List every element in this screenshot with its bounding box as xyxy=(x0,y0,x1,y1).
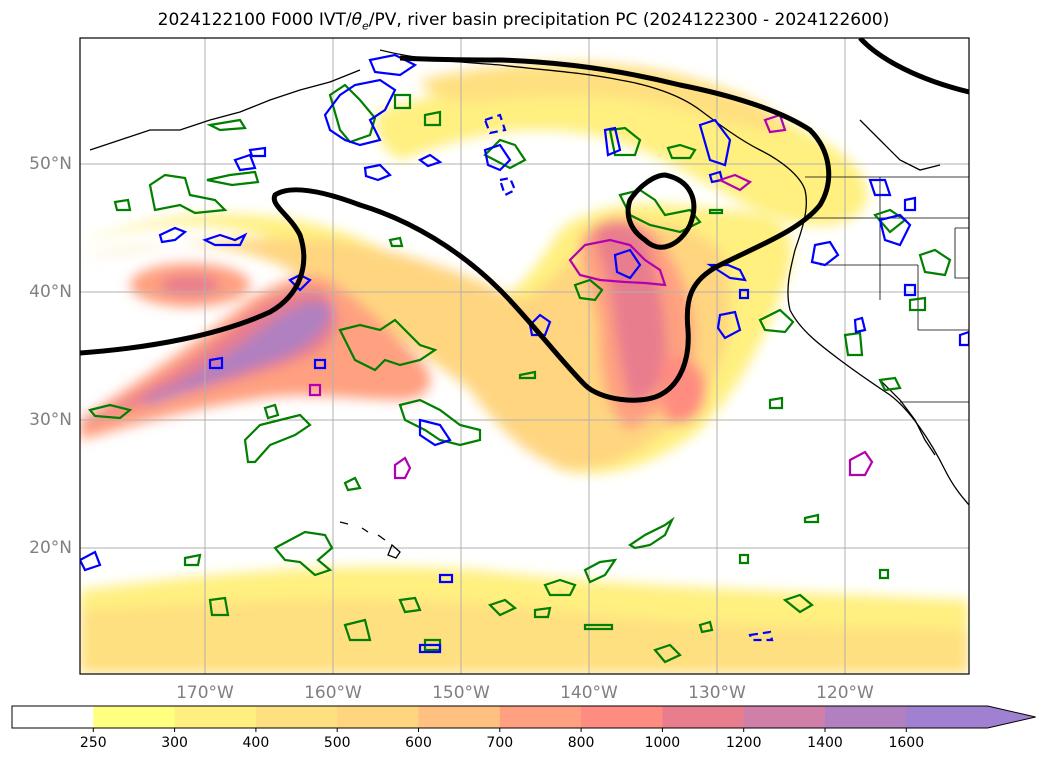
colorbar-outline xyxy=(11,705,1036,729)
colorbar-tick-label: 300 xyxy=(161,735,188,751)
colorbar-segment xyxy=(906,706,989,728)
colorbar-segment xyxy=(662,706,745,728)
colorbar-segment xyxy=(93,706,176,728)
figure-title: 2024122100 F000 IVT/θe/PV, river basin p… xyxy=(157,10,890,33)
lon-label-150w: 150°W xyxy=(432,683,490,703)
lon-label-160w: 160°W xyxy=(304,683,362,703)
lat-label-50n: 50°N xyxy=(29,154,72,174)
lon-label-140w: 140°W xyxy=(560,683,618,703)
colorbar-tick-label: 800 xyxy=(567,735,595,751)
political-borders xyxy=(805,176,969,403)
colorbar-segment xyxy=(255,706,338,728)
lon-label-170w: 170°W xyxy=(176,683,234,703)
colorbar-segment xyxy=(499,706,582,728)
lon-label-130w: 130°W xyxy=(688,683,746,703)
colorbar-tick-label: 400 xyxy=(242,735,270,751)
colorbar-tick-label: 1000 xyxy=(644,735,681,751)
colorbar-tick-label: 1400 xyxy=(807,735,843,751)
colorbar-segment xyxy=(12,706,94,728)
graticule xyxy=(80,38,969,674)
colorbar-tick-label: 1600 xyxy=(888,735,925,751)
colorbar-segment xyxy=(743,706,826,728)
lat-label-40n: 40°N xyxy=(29,282,72,302)
colorbar-segment xyxy=(581,706,663,728)
colorbar-segment xyxy=(174,706,257,728)
colorbar-tick-label: 700 xyxy=(486,735,514,751)
lon-label-120w: 120°W xyxy=(816,683,874,703)
colorbar-tick-label: 1200 xyxy=(725,735,762,751)
coastlines xyxy=(89,49,969,559)
pv-contours xyxy=(80,53,969,654)
ivt-shading xyxy=(80,62,969,674)
ivt-jet-contour xyxy=(80,38,969,403)
lat-label-30n: 30°N xyxy=(29,410,72,430)
colorbar-segment xyxy=(825,706,907,728)
lat-label-20n: 20°N xyxy=(29,538,72,558)
colorbar-extend-arrow xyxy=(987,706,1036,728)
map-frame xyxy=(79,37,970,675)
colorbar xyxy=(11,705,1036,732)
colorbar-tick-label: 250 xyxy=(79,735,107,751)
colorbar-segment xyxy=(418,706,501,728)
map-panel xyxy=(80,38,969,674)
colorbar-tick-label: 600 xyxy=(405,735,432,751)
pv-negative-contours xyxy=(308,113,874,480)
colorbar-segment xyxy=(337,706,419,728)
colorbar-tick-label: 500 xyxy=(323,735,351,751)
